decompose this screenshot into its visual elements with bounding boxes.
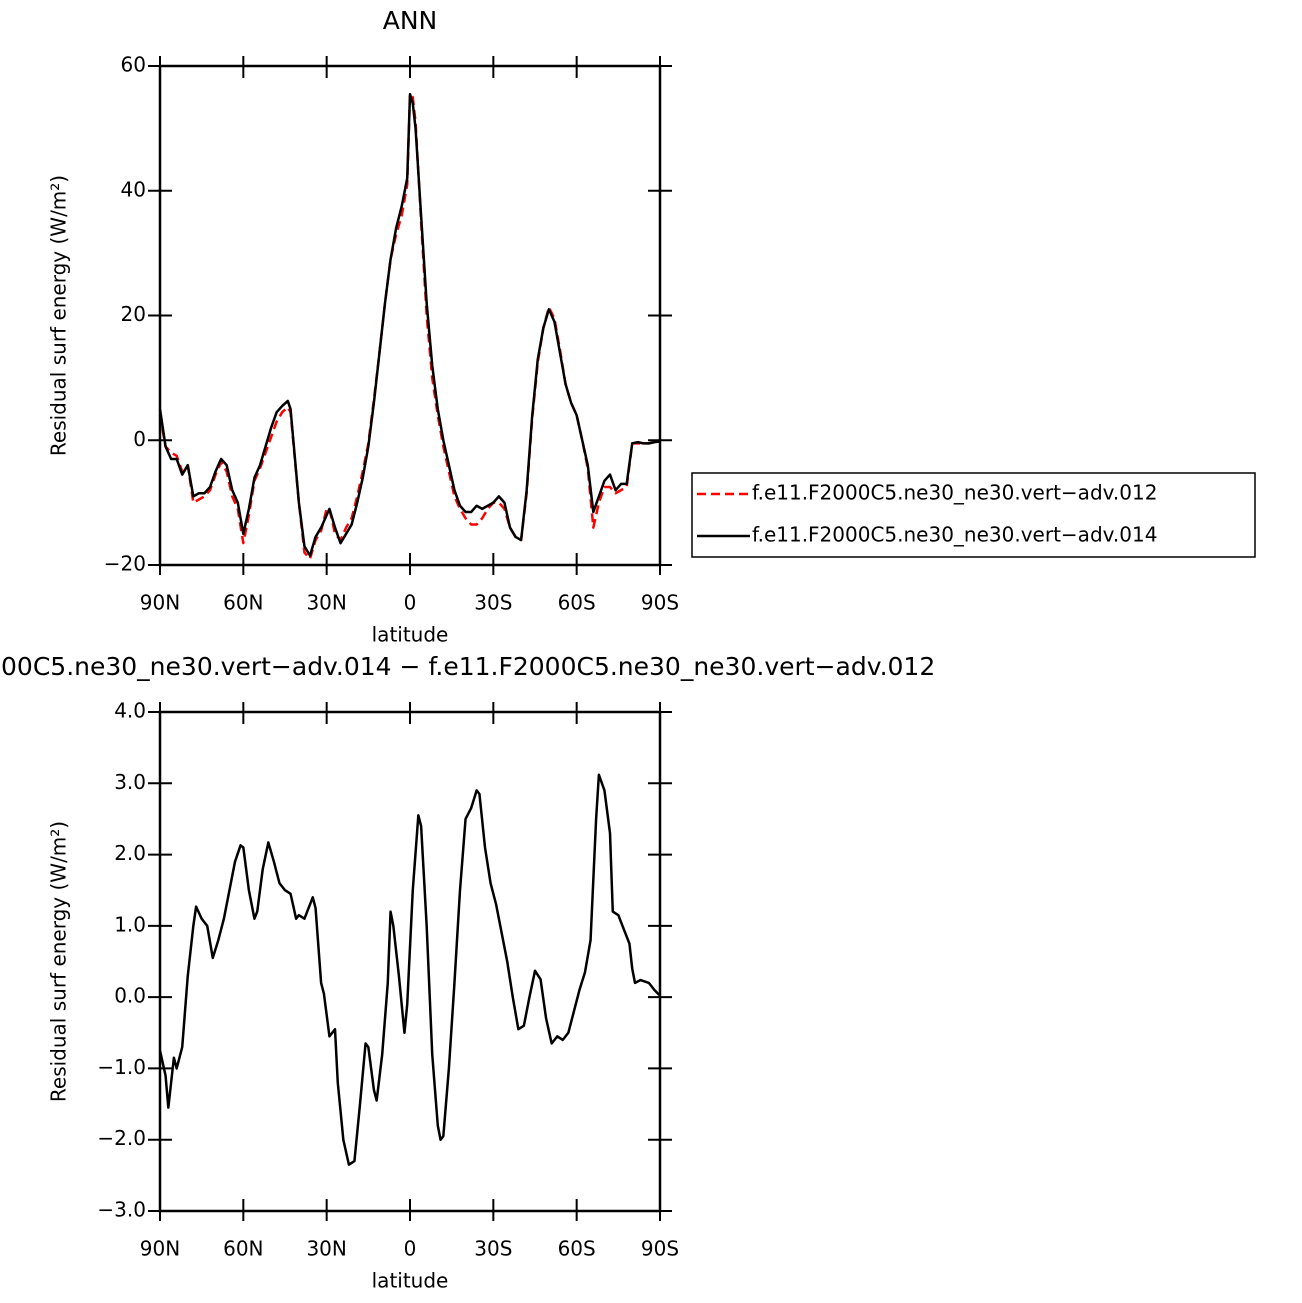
y-tick-label: 1.0 (114, 912, 146, 936)
legend-box (691, 472, 1256, 558)
x-tick-label: 90N (140, 1237, 180, 1261)
y-axis-label: Residual surf energy (W/m²) (47, 175, 71, 456)
x-tick-label: 90S (641, 591, 679, 615)
x-tick-label: 30N (306, 591, 346, 615)
x-tick-label: 30N (306, 1237, 346, 1261)
x-tick-label: 60N (223, 1237, 263, 1261)
legend-label: f.e11.F2000C5.ne30_ne30.vert−adv.014 (752, 523, 1157, 547)
y-axis-label: Residual surf energy (W/m²) (47, 821, 71, 1102)
y-tick-label: −20 (104, 552, 146, 576)
x-tick-label: 60N (223, 591, 263, 615)
x-tick-label: 30S (474, 1237, 512, 1261)
y-tick-label: 40 (121, 177, 146, 201)
plot-frame (158, 64, 662, 567)
y-tick-label: −1.0 (97, 1055, 146, 1079)
x-tick-label: 30S (474, 591, 512, 615)
chart-title: ANN (383, 6, 438, 35)
x-tick-label: 90N (140, 591, 180, 615)
y-tick-label: 3.0 (114, 770, 146, 794)
series-line (158, 773, 661, 1166)
y-tick-label: −2.0 (97, 1126, 146, 1150)
x-axis-label: latitude (372, 1269, 449, 1293)
chart-title: f.e11.F2000C5.ne30_ne30.vert−adv.014 − f… (0, 652, 935, 681)
y-tick-label: 2.0 (114, 841, 146, 865)
x-tick-label: 60S (558, 1237, 596, 1261)
x-tick-label: 0 (404, 1237, 417, 1261)
y-tick-label: 0 (133, 427, 146, 451)
series-line (158, 92, 661, 561)
y-tick-label: 60 (121, 53, 146, 77)
x-axis-label: latitude (372, 623, 449, 647)
x-tick-label: 90S (641, 1237, 679, 1261)
y-tick-label: 0.0 (114, 984, 146, 1008)
series-line (158, 92, 661, 557)
y-tick-label: 20 (121, 302, 146, 326)
y-tick-label: 4.0 (114, 699, 146, 723)
x-tick-label: 60S (558, 591, 596, 615)
y-tick-label: −3.0 (97, 1198, 146, 1222)
legend-label: f.e11.F2000C5.ne30_ne30.vert−adv.012 (752, 481, 1157, 505)
x-tick-label: 0 (404, 591, 417, 615)
plot-frame (158, 710, 662, 1213)
